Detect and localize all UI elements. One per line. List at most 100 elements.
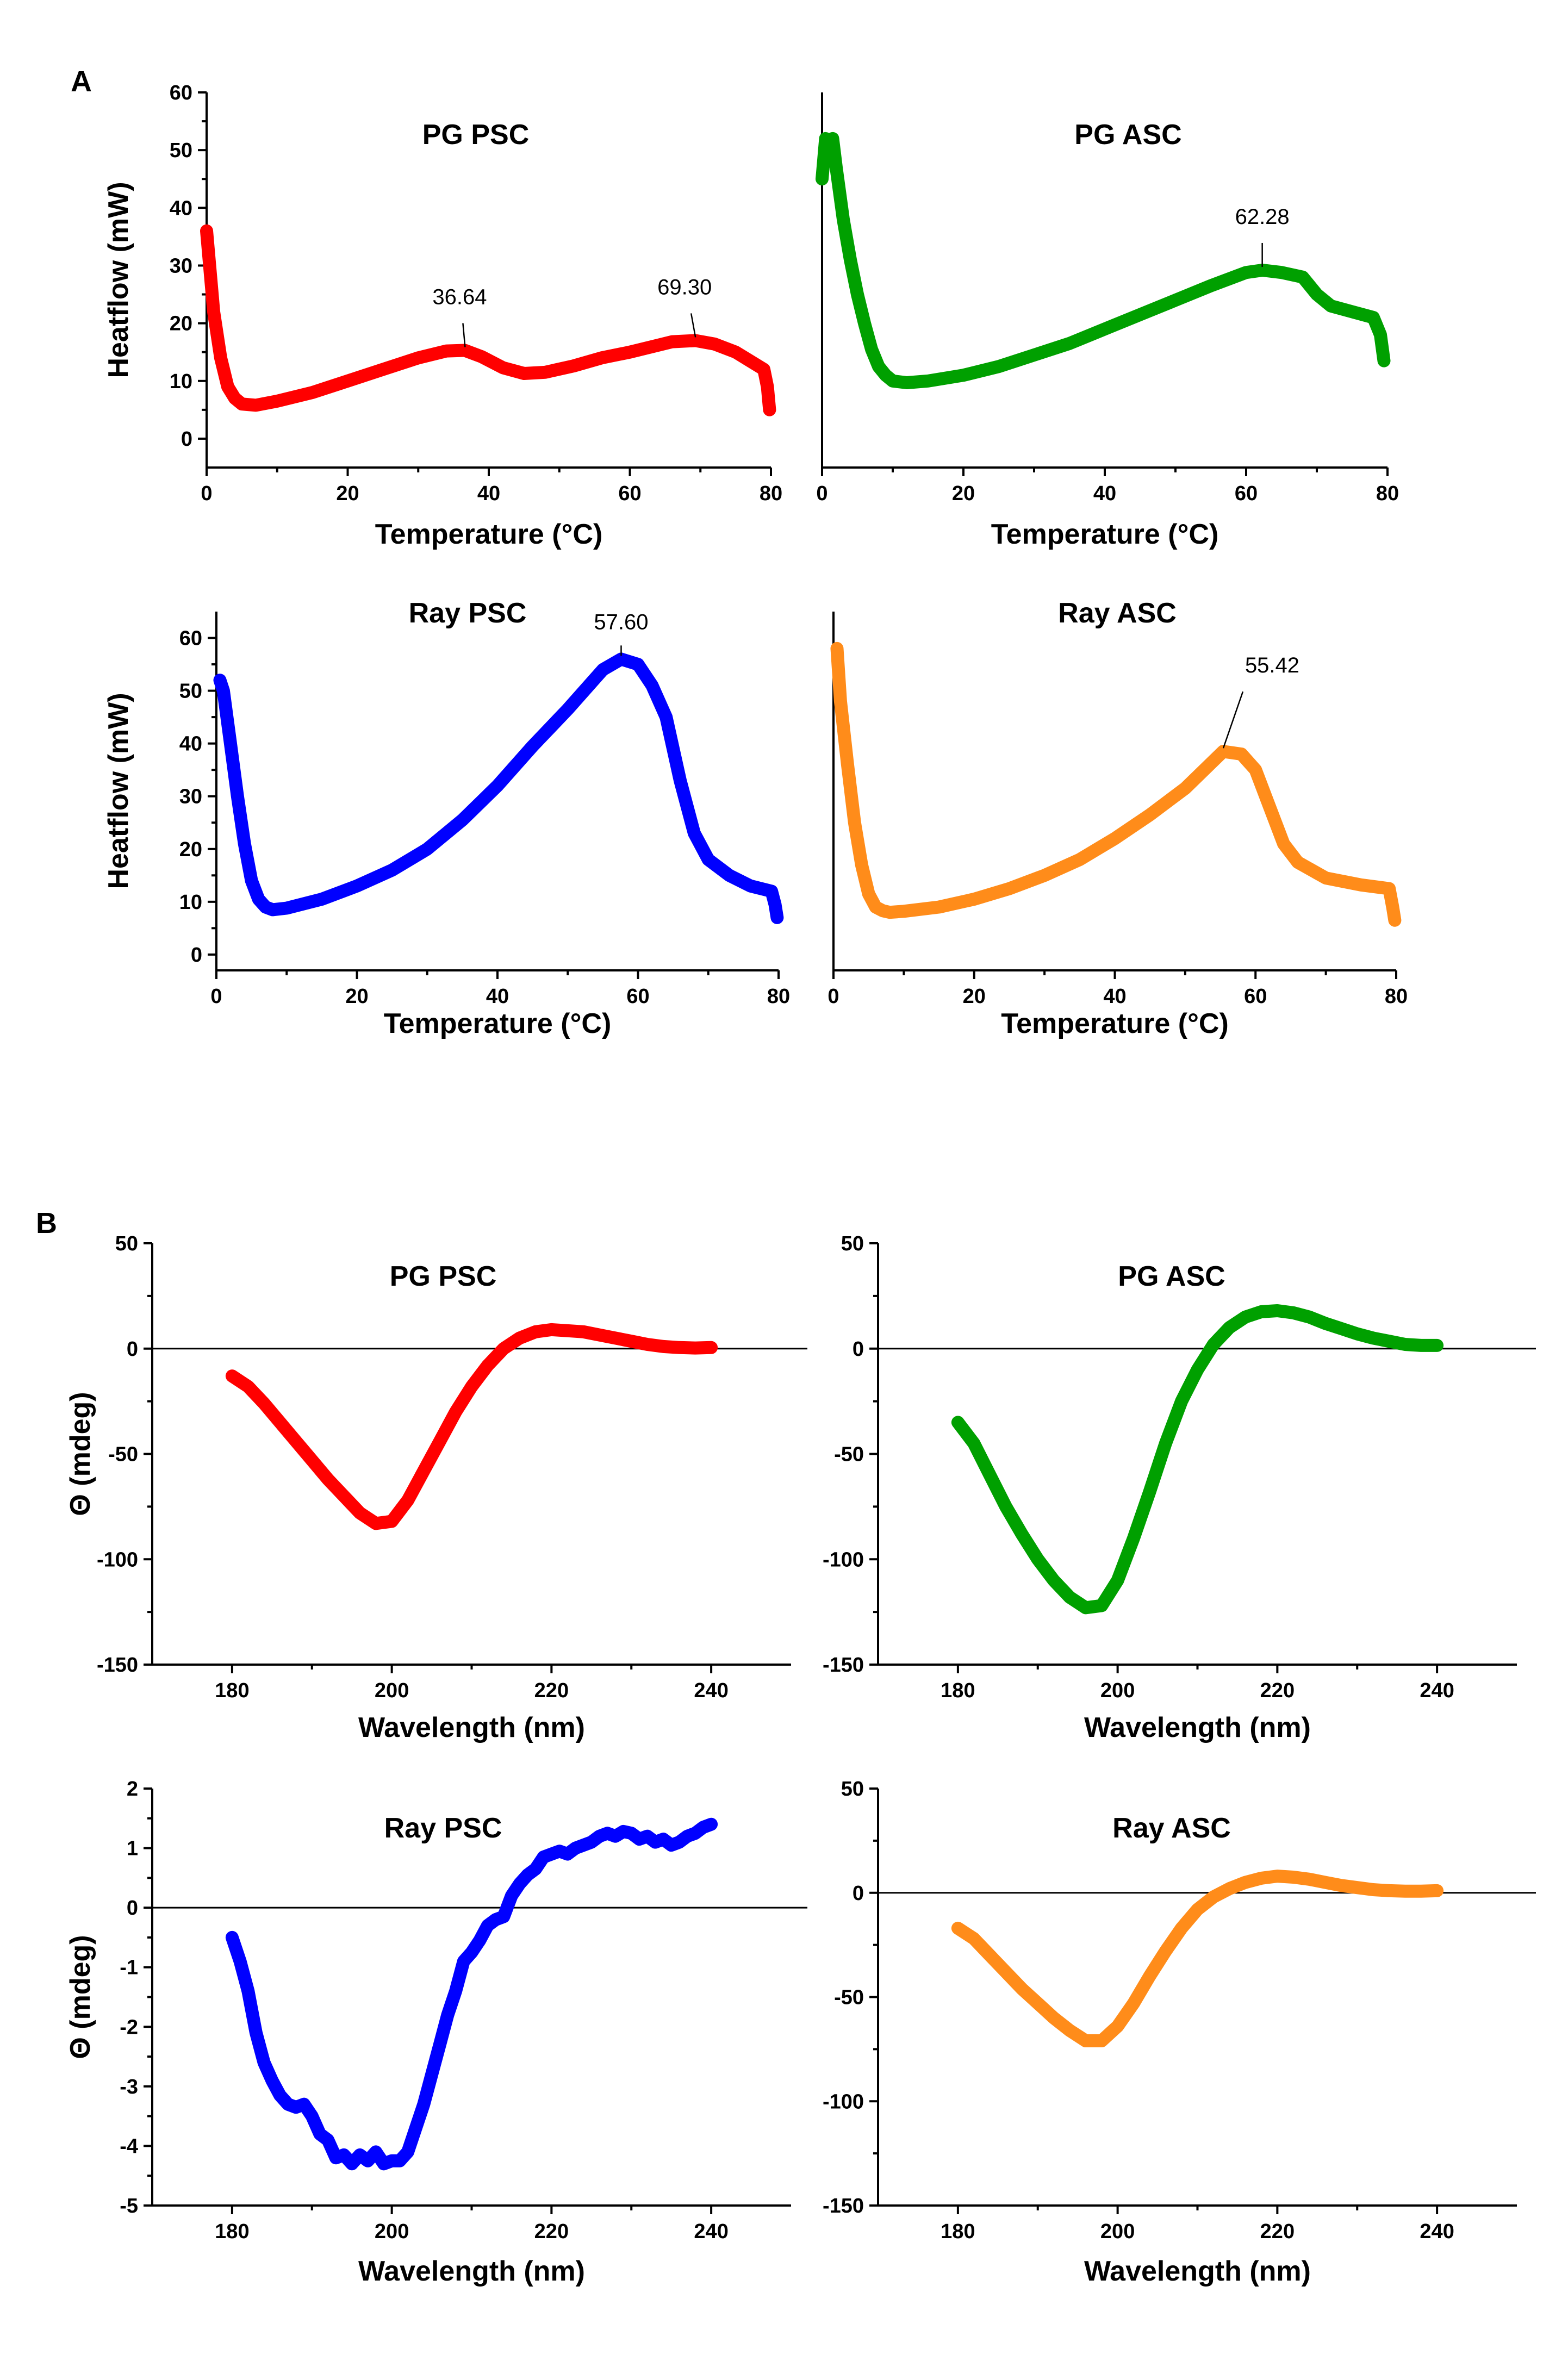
dsc-ray-asc-xtick-label-1: 20: [963, 985, 986, 1008]
dsc-pg-psc-xtick-label-1: 20: [336, 482, 359, 505]
cd-pg-psc-ytick-label-4: 50: [115, 1232, 138, 1255]
dsc-pg-psc-ytick-label-0: 0: [181, 428, 192, 451]
cd-pg-asc-xlabel: Wavelength (nm): [1084, 1712, 1311, 1743]
cd-ray-asc-xtick-label-1: 200: [1100, 2220, 1135, 2243]
cd-pg-asc-xtick-label-0: 180: [941, 1679, 975, 1702]
dsc-ray-psc-ytick-label-0: 0: [191, 944, 202, 967]
dsc-pg-asc-xlabel: Temperature (°C): [991, 519, 1219, 550]
panel-letter-a: A: [71, 65, 92, 98]
cd-ray-psc-xtick-label-3: 240: [694, 2220, 728, 2243]
cd-ray-psc-series-line: [225, 1817, 718, 2171]
cd-ray-asc-xlabel: Wavelength (nm): [1084, 2256, 1311, 2287]
cd-ray-psc-title: Ray PSC: [384, 1812, 502, 1844]
dsc-pg-psc-annotation-leader-1: [690, 313, 696, 338]
cd-ray-psc-ytick-label-7: 2: [127, 1778, 138, 1801]
cd-pg-psc-xtick-label-1: 200: [375, 1679, 409, 1702]
dsc-ray-asc-annotation-leader-0: [1222, 691, 1244, 749]
dsc-ray-psc-title: Ray PSC: [409, 597, 527, 629]
dsc-pg-psc-ytick-label-1: 10: [170, 370, 192, 393]
dsc-pg-psc-annotation-0: 36.64: [432, 285, 487, 309]
dsc-pg-psc-xtick-label-0: 0: [201, 482, 212, 505]
dsc-ray-psc-ytick-label-1: 10: [179, 891, 202, 914]
dsc-ray-psc-xlabel: Temperature (°C): [384, 1008, 612, 1039]
cd-pg-asc-ytick-label-2: -50: [834, 1443, 864, 1466]
cd-ray-psc-xtick-label-1: 200: [375, 2220, 409, 2243]
dsc-pg-asc-annotation-0: 62.28: [1235, 205, 1290, 229]
dsc-ray-asc-axes: [832, 612, 1396, 971]
cd-pg-psc-axes: [151, 1243, 791, 1666]
dsc-pg-asc-xtick-label-3: 60: [1235, 482, 1258, 505]
cd-pg-psc-xtick-label-3: 240: [694, 1679, 728, 1702]
cd-pg-psc-ytick-label-3: 0: [127, 1338, 138, 1361]
cd-ray-psc-ytick-label-3: -2: [120, 2016, 138, 2039]
dsc-pg-psc-annotation-1: 69.30: [657, 275, 712, 299]
dsc-ray-psc-ylabel: Heatflow (mW): [103, 693, 134, 889]
cd-pg-asc-title: PG ASC: [1118, 1261, 1225, 1292]
cd-ray-psc-xtick-label-2: 220: [534, 2220, 569, 2243]
dsc-ray-asc-xtick-label-2: 40: [1103, 985, 1126, 1008]
cd-ray-asc-series-line: [951, 1870, 1444, 2047]
dsc-pg-psc-ytick-label-6: 60: [170, 82, 192, 104]
dsc-ray-psc-xtick-label-3: 60: [626, 985, 649, 1008]
cd-ray-psc-ytick-label-5: 0: [127, 1897, 138, 1920]
cd-pg-asc-xtick-label-2: 220: [1260, 1679, 1295, 1702]
cd-ray-asc-ytick-label-0: -150: [823, 2195, 864, 2217]
cd-ray-psc-ytick-label-6: 1: [127, 1837, 138, 1860]
dsc-ray-psc-ytick-label-4: 40: [179, 733, 202, 756]
cd-pg-psc-xtick-label-2: 220: [534, 1679, 569, 1702]
cd-ray-psc-xtick-label-0: 180: [215, 2220, 249, 2243]
cd-pg-psc-series-line: [225, 1323, 718, 1530]
cd-pg-asc-ytick-label-4: 50: [841, 1232, 864, 1255]
cd-ray-asc-xtick-label-2: 220: [1260, 2220, 1295, 2243]
cd-ray-asc-axes: [877, 1789, 1517, 2207]
cd-ray-asc-title: Ray ASC: [1112, 1812, 1231, 1844]
dsc-ray-psc-xtick-label-4: 80: [767, 985, 790, 1008]
dsc-pg-asc-xtick-label-4: 80: [1376, 482, 1399, 505]
dsc-pg-psc-ylabel: Heatflow (mW): [103, 182, 134, 378]
cd-ray-asc-ytick-label-3: 0: [853, 1882, 864, 1905]
cd-pg-asc-ytick-label-3: 0: [853, 1338, 864, 1361]
dsc-pg-psc-xtick-label-3: 60: [618, 482, 641, 505]
dsc-pg-psc-ytick-label-5: 50: [170, 139, 192, 162]
dsc-pg-psc-xtick-label-2: 40: [477, 482, 500, 505]
cd-pg-psc-ylabel: Θ (mdeg): [65, 1392, 96, 1516]
dsc-pg-asc-xtick-label-2: 40: [1093, 482, 1116, 505]
cd-pg-asc-series-line: [951, 1304, 1444, 1615]
dsc-ray-psc-ytick-label-2: 20: [179, 838, 202, 861]
dsc-ray-psc-xtick-label-1: 20: [345, 985, 368, 1008]
dsc-pg-asc-xtick-label-0: 0: [816, 482, 827, 505]
dsc-ray-psc-series-line: [213, 652, 784, 924]
cd-pg-psc-title: PG PSC: [390, 1261, 497, 1292]
cd-ray-asc-ytick-label-2: -50: [834, 1986, 864, 2009]
cd-ray-asc-xtick-label-3: 240: [1420, 2220, 1454, 2243]
dsc-ray-asc-annotation-0: 55.42: [1245, 653, 1299, 677]
cd-pg-psc-ytick-label-0: -150: [97, 1654, 138, 1677]
cd-ray-psc-ytick-label-4: -1: [120, 1957, 138, 1979]
dsc-ray-psc-ytick-label-6: 60: [179, 627, 202, 650]
cd-ray-psc-ytick-label-2: -3: [120, 2076, 138, 2098]
panel-letter-b: B: [36, 1207, 57, 1239]
dsc-ray-psc-xtick-label-2: 40: [486, 985, 509, 1008]
cd-pg-asc-xtick-label-3: 240: [1420, 1679, 1454, 1702]
cd-pg-asc-xtick-label-1: 200: [1100, 1679, 1135, 1702]
dsc-ray-psc-ytick-label-3: 30: [179, 786, 202, 808]
cd-ray-psc-ytick-label-1: -4: [120, 2135, 138, 2158]
cd-ray-psc-ytick-label-0: -5: [120, 2195, 138, 2217]
cd-pg-psc-xtick-label-0: 180: [215, 1679, 249, 1702]
cd-ray-asc-ytick-label-4: 50: [841, 1778, 864, 1801]
dsc-pg-psc-title: PG PSC: [422, 119, 530, 151]
dsc-ray-asc-xtick-label-3: 60: [1244, 985, 1267, 1008]
cd-pg-psc-ytick-label-1: -100: [97, 1548, 138, 1571]
dsc-pg-psc-xlabel: Temperature (°C): [375, 519, 603, 550]
dsc-pg-asc-title: PG ASC: [1074, 119, 1181, 151]
cd-pg-asc-ytick-label-1: -100: [823, 1548, 864, 1571]
dsc-ray-asc-title: Ray ASC: [1058, 597, 1177, 629]
cd-ray-asc-xtick-label-0: 180: [941, 2220, 975, 2243]
dsc-pg-psc-series-line: [200, 224, 776, 416]
dsc-pg-psc-ytick-label-2: 20: [170, 313, 192, 335]
dsc-pg-asc-series-line: [816, 132, 1391, 389]
dsc-ray-asc-series-line: [830, 641, 1402, 927]
dsc-pg-psc-annotation-leader-0: [462, 323, 466, 347]
dsc-pg-psc-xtick-label-4: 80: [760, 482, 782, 505]
cd-pg-psc-xlabel: Wavelength (nm): [358, 1712, 585, 1743]
